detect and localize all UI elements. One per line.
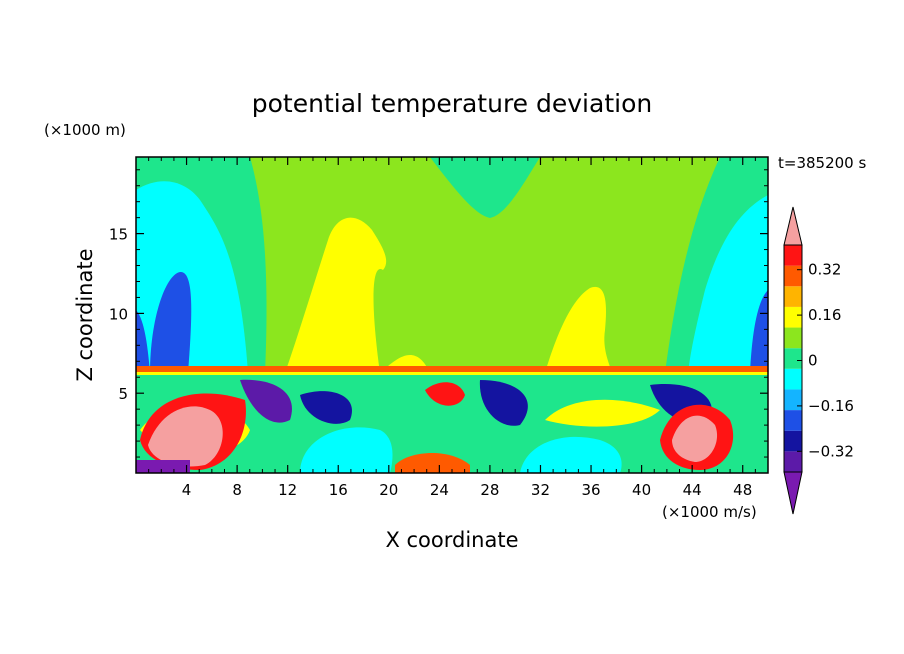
- chart-title: potential temperature deviation: [252, 89, 652, 118]
- y-tick-label-2: 15: [109, 226, 128, 244]
- x-tick-label-11: 48: [733, 481, 752, 499]
- x-tick-label-6: 28: [480, 481, 499, 499]
- lower-red-patch-center: [425, 382, 465, 406]
- colorbar: 0.32 0.16 0 −0.16 −0.32: [783, 206, 854, 515]
- colorbar-label-4: −0.32: [808, 442, 854, 460]
- colorbar-extend-bottom: [783, 471, 803, 515]
- x-unit-label: (×1000 m/s): [662, 503, 757, 521]
- colorbar-bin-3: [784, 389, 802, 411]
- yellow-plume-right: [545, 286, 612, 373]
- interface-band-thin: [136, 372, 768, 375]
- x-tick-label-8: 36: [581, 481, 600, 499]
- colorbar-extend-top: [783, 206, 803, 246]
- lower-yellow-patch-1: [545, 399, 660, 427]
- colorbar-bin-1: [784, 430, 802, 452]
- colorbar-frame: [783, 244, 803, 473]
- time-label: t=385200 s: [778, 154, 866, 172]
- colorbar-bin-2: [784, 410, 802, 431]
- interface-band: [136, 366, 768, 374]
- colorbar-label-0: 0.32: [808, 261, 841, 279]
- colorbar-bin-5: [784, 348, 802, 369]
- x-tick-label-2: 12: [278, 481, 297, 499]
- colorbar-bin-10: [784, 245, 802, 266]
- lower-pink-patch-left: [148, 406, 223, 467]
- lower-cyan-patch-2: [520, 436, 622, 473]
- top-center-green: [430, 157, 540, 218]
- x-tick-label-3: 16: [329, 481, 348, 499]
- x-tick-label-9: 40: [632, 481, 651, 499]
- colorbar-bin-4: [784, 368, 802, 390]
- left-blue-finger: [150, 271, 192, 373]
- right-cyan-inner: [688, 195, 768, 373]
- y-unit-label: (×1000 m): [44, 121, 126, 139]
- x-tick-label-4: 20: [379, 481, 398, 499]
- x-axis: 4 8 12 16 20 24 28 32 36 40 44 48: [148, 157, 756, 499]
- x-tick-label-1: 8: [232, 481, 242, 499]
- x-tick-label-7: 32: [531, 481, 550, 499]
- colorbar-bin-9: [784, 265, 802, 287]
- colorbar-label-1: 0.16: [808, 306, 841, 324]
- lower-cyan-patch-1: [300, 427, 393, 473]
- x-axis-label: X coordinate: [385, 528, 518, 552]
- x-tick-label-5: 24: [430, 481, 449, 499]
- lower-orange-patch-center: [395, 452, 470, 473]
- lower-purple-patch-left: [240, 379, 292, 423]
- y-axis-label: Z coordinate: [73, 248, 97, 381]
- left-blue-finger-2: [136, 310, 150, 373]
- colorbar-label-3: −0.16: [808, 397, 854, 415]
- heatmap-field: [136, 157, 768, 473]
- colorbar-bin-6: [784, 327, 802, 349]
- colorbar-bin-0: [784, 451, 802, 472]
- lower-blue-patch-1: [300, 391, 352, 424]
- yellow-plume-left: [285, 217, 387, 373]
- lower-purple-strip-bottom: [136, 460, 190, 473]
- x-tick-label-10: 44: [683, 481, 702, 499]
- y-tick-label-0: 5: [118, 385, 128, 403]
- colorbar-label-2: 0: [808, 352, 818, 370]
- lower-blue-patch-2: [479, 380, 528, 426]
- y-axis: 5 10 15: [109, 169, 768, 458]
- lower-pink-patch-right: [672, 415, 718, 462]
- colorbar-bin-8: [784, 286, 802, 307]
- right-blue-finger: [750, 290, 768, 373]
- y-tick-label-1: 10: [109, 305, 128, 323]
- colorbar-bin-7: [784, 306, 802, 328]
- x-tick-label-0: 4: [182, 481, 192, 499]
